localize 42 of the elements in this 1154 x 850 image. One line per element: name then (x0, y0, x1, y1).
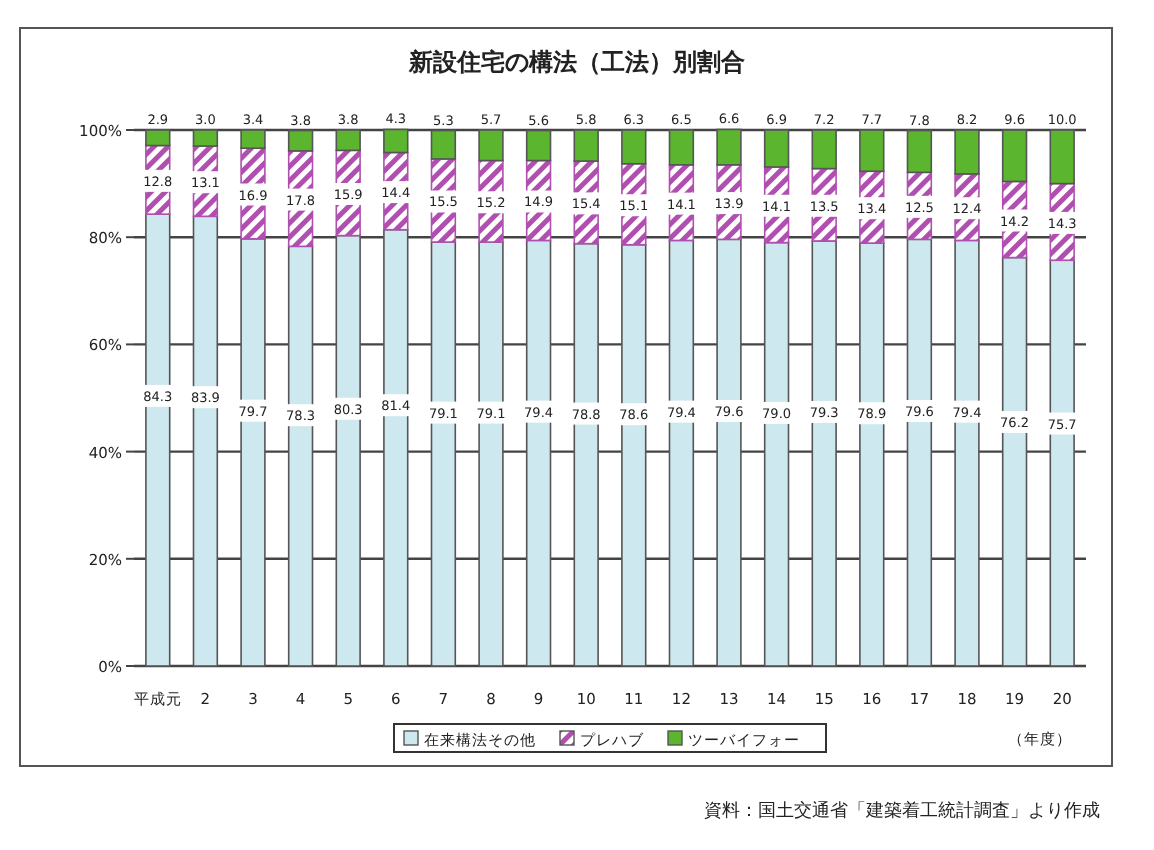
bar (145, 129, 171, 147)
bar (668, 129, 695, 166)
bar (859, 242, 885, 667)
bar (859, 129, 885, 173)
bar (668, 239, 695, 667)
bar (430, 129, 457, 160)
text: 資料：国土交通省「建築着工統計調査」より作成 (704, 800, 1100, 822)
bar (954, 239, 980, 667)
bar (1049, 259, 1075, 667)
bar (240, 129, 266, 150)
bar (478, 241, 504, 667)
bar (383, 128, 409, 154)
bar (621, 129, 647, 165)
bar (763, 241, 790, 667)
bar (573, 242, 599, 667)
bar (478, 129, 504, 162)
bar (573, 129, 599, 162)
bar (811, 240, 837, 667)
bar (383, 228, 409, 667)
bar (716, 128, 742, 166)
bar (621, 243, 647, 667)
bar (1001, 256, 1028, 667)
bar (240, 238, 266, 667)
bar (763, 129, 790, 168)
bar (192, 129, 219, 147)
bar (1049, 129, 1075, 185)
bar (716, 238, 742, 667)
bar (906, 129, 933, 174)
bar (335, 234, 361, 667)
chart-title: 新設住宅の構法（工法）別割合 (407, 48, 747, 76)
bar (287, 129, 314, 152)
bar (287, 245, 314, 667)
bar (906, 238, 933, 667)
bar (145, 213, 171, 667)
bar (430, 241, 457, 667)
bar (954, 129, 980, 175)
bar (811, 129, 837, 170)
bar (1001, 129, 1028, 183)
bar (525, 129, 552, 162)
bar (525, 239, 552, 667)
bar (192, 215, 219, 667)
bar (335, 129, 361, 152)
